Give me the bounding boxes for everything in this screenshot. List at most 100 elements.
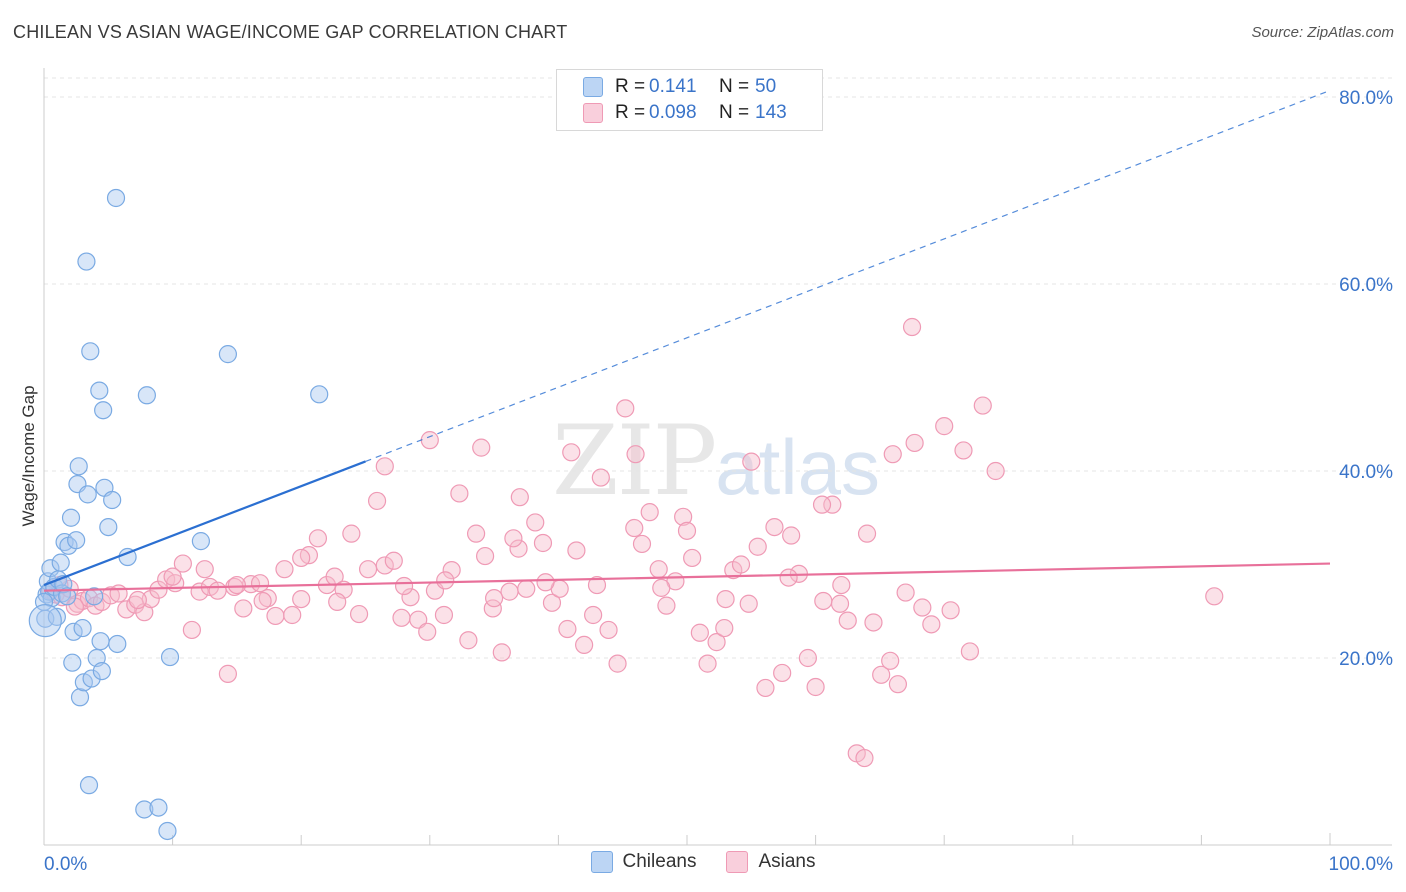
chileans-point <box>218 345 237 364</box>
asians-point <box>510 488 529 507</box>
asians-point <box>342 524 361 543</box>
chileans-point <box>91 632 110 651</box>
asians-point <box>888 675 908 694</box>
chileans-point <box>69 457 88 476</box>
legend-r-value: 0.141 <box>649 76 697 97</box>
asians-point <box>1205 587 1224 606</box>
asians-point <box>731 555 751 574</box>
asians-point <box>782 526 801 545</box>
asians-point <box>632 534 652 554</box>
chileans-point <box>58 587 77 606</box>
x-tick-label-min: 0.0% <box>44 854 87 875</box>
chileans-point <box>82 669 101 688</box>
chileans-point <box>81 342 100 361</box>
watermark-zip: ZIP <box>552 405 717 517</box>
asians-point <box>599 620 618 640</box>
asians-point <box>587 575 607 595</box>
y-tick-label: 80.0% <box>1339 88 1393 109</box>
asians-point <box>765 517 784 537</box>
legend-item-chileans[interactable]: Chileans <box>590 851 697 873</box>
correlation-legend: R = 0.141 N = 50 R = 0.098 N = 143 <box>556 69 823 131</box>
chileans-trend-extension <box>365 89 1331 462</box>
asians-point <box>905 433 924 453</box>
asians-point <box>562 443 581 462</box>
asians-point <box>830 594 850 613</box>
chileans-point <box>28 603 62 638</box>
legend-item-asians[interactable]: Asians <box>726 851 815 873</box>
chileans-point <box>94 401 113 420</box>
asians-point <box>881 651 900 670</box>
asians-point <box>716 589 735 609</box>
y-tick-label: 40.0% <box>1339 462 1393 483</box>
asians-point <box>558 619 577 639</box>
legend-label-asians: Asians <box>758 851 816 872</box>
asians-point <box>626 445 645 464</box>
asians-point <box>935 417 954 436</box>
asians-point <box>450 484 469 503</box>
grid-lines <box>44 77 1392 659</box>
asians-trend-line <box>43 562 1331 592</box>
asians-point <box>690 623 709 642</box>
asians-point <box>683 548 702 568</box>
axes <box>43 68 1392 846</box>
legend-r-value: 0.098 <box>649 102 697 123</box>
legend-n-label: N = <box>719 102 750 123</box>
legend-n-label: N = <box>719 76 750 97</box>
asians-point <box>442 561 461 580</box>
asians-point <box>275 560 294 579</box>
asians-point <box>536 573 555 592</box>
asians-point <box>418 622 437 641</box>
asians-point <box>283 605 302 625</box>
chileans-point <box>78 485 97 504</box>
trend-lines <box>43 89 1331 592</box>
asians-point <box>375 457 394 476</box>
asians-point <box>472 438 491 457</box>
asians-point <box>902 317 922 337</box>
chileans-swatch-icon <box>583 77 603 97</box>
asians-point <box>986 461 1005 481</box>
asians-points <box>41 317 1224 768</box>
chileans-point <box>61 508 81 527</box>
asians-point <box>227 575 246 595</box>
asians-point <box>591 468 610 487</box>
asians-point <box>392 608 411 627</box>
legend-label-chileans: Chileans <box>622 851 697 872</box>
asians-point <box>674 507 693 526</box>
asians-point <box>308 529 328 548</box>
chileans-trend-line <box>43 460 366 587</box>
chileans-points <box>28 188 329 841</box>
asians-point <box>509 539 528 558</box>
asians-point <box>434 605 454 625</box>
chileans-point <box>67 531 86 550</box>
asians-point <box>814 591 833 611</box>
asians-point <box>292 548 311 568</box>
asians-point <box>250 574 270 593</box>
chileans-point <box>310 385 329 404</box>
asians-point <box>773 663 792 683</box>
asians-point <box>913 598 932 617</box>
chileans-point <box>158 821 177 841</box>
chileans-point <box>191 532 210 551</box>
asians-point <box>575 635 594 655</box>
asians-point <box>258 589 277 608</box>
asians-point <box>625 518 644 538</box>
asians-point <box>798 648 817 668</box>
asians-point <box>526 513 545 532</box>
asians-point <box>367 491 387 511</box>
asians-point <box>823 495 842 514</box>
asians-point <box>652 578 671 597</box>
legend-r-label: R = <box>615 102 646 123</box>
asians-point <box>401 588 420 607</box>
asians-point <box>163 567 182 586</box>
asians-point <box>677 521 697 540</box>
chart-title: CHILEAN VS ASIAN WAGE/INCOME GAP CORRELA… <box>13 22 568 42</box>
chileans-point <box>99 517 118 537</box>
legend-n-value: 143 <box>755 102 787 123</box>
asians-point <box>375 556 394 575</box>
series-legend: Chileans Asians <box>0 851 1406 873</box>
asians-point <box>253 591 272 611</box>
chileans-point <box>90 381 109 400</box>
legend-row-asians: R = 0.098 N = 143 <box>583 101 787 125</box>
asians-point <box>533 533 553 553</box>
asians-point <box>739 594 758 613</box>
